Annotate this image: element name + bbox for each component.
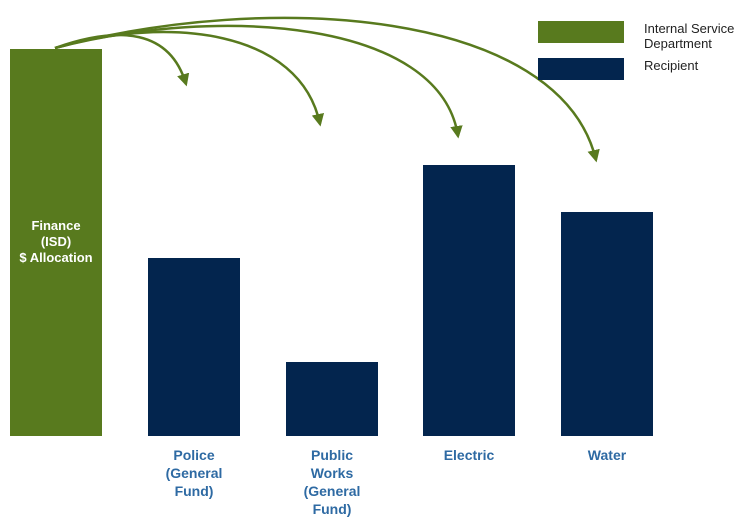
legend-item-recipient: Recipient (538, 58, 698, 80)
source-bar-label: Finance (ISD) $ Allocation (19, 218, 93, 265)
bar-public-works (286, 362, 378, 436)
category-label-police: Police (General Fund) (165, 447, 223, 499)
category-label-electric: Electric (443, 447, 495, 463)
category-label-water: Water (587, 447, 627, 463)
legend-swatch-recipient (538, 58, 624, 80)
category-label-public-works: Public Works (General Fund) (303, 447, 361, 517)
legend-label-source: Internal Service Department (644, 21, 735, 51)
legend-item-source: Internal Service Department (538, 21, 734, 51)
bar-electric (423, 165, 515, 436)
legend-swatch-source (538, 21, 624, 43)
bar-police (148, 257, 240, 436)
bar-water (561, 211, 653, 436)
source-bar (10, 49, 102, 436)
legend-label-recipient: Recipient (644, 58, 699, 73)
arrow-to-electric (54, 24, 463, 139)
arrow-to-water (54, 16, 600, 163)
